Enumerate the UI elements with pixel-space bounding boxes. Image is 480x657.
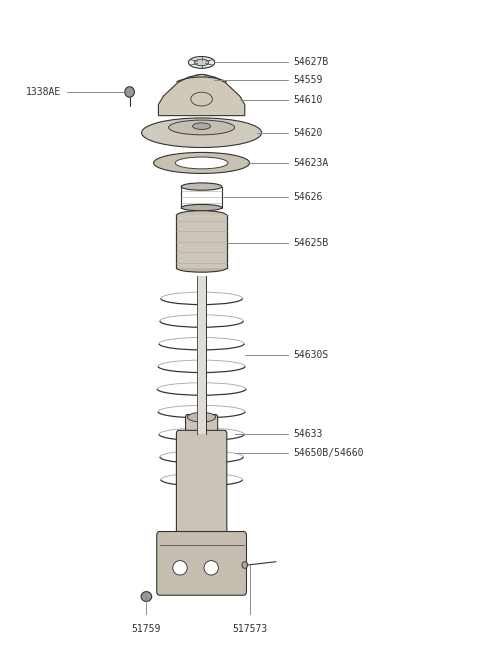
Ellipse shape — [194, 59, 209, 66]
Ellipse shape — [173, 560, 187, 575]
Ellipse shape — [177, 264, 227, 272]
Text: 517573: 517573 — [232, 624, 267, 634]
Ellipse shape — [192, 123, 211, 129]
Ellipse shape — [181, 204, 222, 211]
Ellipse shape — [188, 413, 216, 422]
Ellipse shape — [188, 57, 215, 68]
Text: 54623A: 54623A — [294, 158, 329, 168]
Text: 54610: 54610 — [294, 95, 323, 105]
Text: 54650B/54660: 54650B/54660 — [294, 448, 364, 459]
Text: 54626: 54626 — [294, 192, 323, 202]
FancyBboxPatch shape — [186, 415, 217, 440]
Ellipse shape — [242, 562, 248, 568]
Text: 54559: 54559 — [294, 75, 323, 85]
Text: 54630S: 54630S — [294, 350, 329, 360]
FancyBboxPatch shape — [197, 276, 206, 434]
Ellipse shape — [168, 120, 235, 135]
Text: 54625B: 54625B — [294, 238, 329, 248]
Ellipse shape — [181, 183, 222, 191]
Ellipse shape — [177, 211, 227, 220]
Text: 54620: 54620 — [294, 127, 323, 138]
Ellipse shape — [190, 74, 213, 86]
Text: 51759: 51759 — [132, 624, 161, 634]
Ellipse shape — [175, 157, 228, 169]
Text: 54633: 54633 — [294, 428, 323, 439]
FancyBboxPatch shape — [177, 430, 227, 539]
FancyBboxPatch shape — [156, 532, 247, 595]
Polygon shape — [158, 74, 245, 116]
Ellipse shape — [204, 560, 218, 575]
Ellipse shape — [196, 78, 208, 83]
Ellipse shape — [154, 152, 250, 173]
Text: 1338AE: 1338AE — [26, 87, 61, 97]
Ellipse shape — [141, 591, 152, 602]
Ellipse shape — [142, 118, 262, 148]
FancyBboxPatch shape — [177, 215, 227, 268]
Ellipse shape — [125, 87, 134, 97]
Text: 54627B: 54627B — [294, 57, 329, 68]
